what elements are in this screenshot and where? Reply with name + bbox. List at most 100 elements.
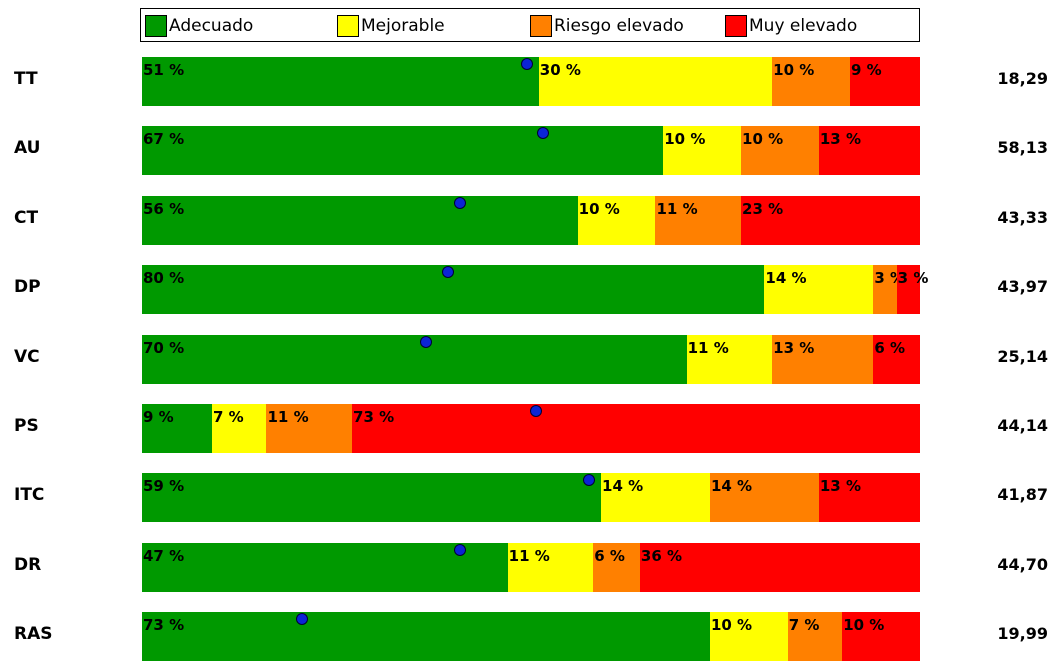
bar-tt-adecuado bbox=[142, 57, 539, 106]
data-label-tt-adecuado: 51 % bbox=[143, 61, 185, 79]
bar-dr-muy-elevado bbox=[639, 542, 920, 592]
legend-swatch-mejorable bbox=[337, 15, 359, 37]
legend-label-muy-elevado: Muy elevado bbox=[749, 16, 858, 36]
bar-ras-mejorable bbox=[709, 612, 788, 661]
bar-dr-mejorable bbox=[507, 542, 594, 592]
data-label-ct-mejorable: 10 % bbox=[578, 199, 620, 218]
data-label-dp-muy-elevado: 3 % bbox=[897, 269, 929, 288]
data-label-ras-muy-elevado: 10 % bbox=[843, 616, 885, 635]
bar-au-mejorable bbox=[663, 126, 742, 176]
data-label-vc-riesgo-elevado: 13 % bbox=[773, 338, 815, 357]
data-label-dp-mejorable: 14 % bbox=[765, 269, 807, 288]
row-label-dp: DP bbox=[14, 277, 41, 298]
bar-dr-riesgo-elevado bbox=[593, 542, 640, 592]
marker-dot-vc bbox=[419, 335, 432, 348]
data-label-vc-muy-elevado: 6 % bbox=[874, 338, 906, 357]
bar-vc-mejorable bbox=[686, 334, 773, 384]
data-label-dr-riesgo-elevado: 6 % bbox=[594, 546, 625, 565]
row-total-ct: 43,33 bbox=[997, 207, 1048, 227]
marker-dot-ps bbox=[530, 405, 543, 417]
bar-au-adecuado bbox=[142, 126, 664, 176]
legend-item-muy-elevado: Muy elevado bbox=[725, 15, 858, 37]
legend-label-riesgo-elevado: Riesgo elevado bbox=[554, 16, 684, 36]
bar-itc-riesgo-elevado bbox=[709, 473, 819, 523]
row-total-ras: 19,99 bbox=[997, 624, 1048, 644]
bar-tt-mejorable bbox=[538, 57, 773, 106]
row-total-vc: 25,14 bbox=[997, 346, 1048, 366]
row-label-ct: CT bbox=[14, 207, 39, 228]
row-label-dr: DR bbox=[14, 554, 42, 575]
data-label-itc-muy-elevado: 13 % bbox=[819, 477, 861, 496]
bar-tt-muy-elevado bbox=[849, 57, 920, 106]
bar-au-muy-elevado bbox=[818, 126, 920, 176]
marker-dot-ras bbox=[296, 613, 309, 626]
legend-item-mejorable: Mejorable bbox=[337, 15, 445, 37]
data-label-ps-mejorable: 7 % bbox=[213, 408, 244, 426]
data-label-tt-mejorable: 30 % bbox=[539, 61, 581, 79]
bar-ct-adecuado bbox=[142, 195, 578, 245]
row-label-vc: VC bbox=[14, 346, 40, 367]
bar-ct-muy-elevado bbox=[741, 195, 920, 245]
data-label-itc-riesgo-elevado: 14 % bbox=[710, 477, 753, 496]
data-label-itc-adecuado: 59 % bbox=[143, 477, 185, 496]
data-label-dr-adecuado: 47 % bbox=[143, 546, 185, 565]
bar-dr-adecuado bbox=[142, 542, 508, 592]
data-label-ct-muy-elevado: 23 % bbox=[742, 199, 784, 218]
bar-dp-mejorable bbox=[764, 265, 874, 315]
row-total-tt: 18,29 bbox=[997, 69, 1048, 88]
row-label-itc: ITC bbox=[14, 485, 45, 506]
legend-label-adecuado: Adecuado bbox=[169, 16, 254, 36]
row-total-itc: 41,87 bbox=[997, 485, 1048, 505]
data-label-vc-adecuado: 70 % bbox=[143, 338, 185, 357]
data-label-tt-riesgo-elevado: 10 % bbox=[773, 61, 815, 79]
bar-vc-riesgo-elevado bbox=[772, 334, 874, 384]
row-label-tt: TT bbox=[14, 69, 38, 89]
row-label-ps: PS bbox=[14, 416, 39, 436]
legend-swatch-muy-elevado bbox=[725, 15, 747, 37]
row-total-dr: 44,70 bbox=[997, 554, 1048, 574]
bar-ps-mejorable bbox=[212, 404, 267, 453]
marker-dot-itc bbox=[583, 474, 596, 487]
bar-au-riesgo-elevado bbox=[741, 126, 819, 176]
bar-itc-mejorable bbox=[601, 473, 710, 523]
bar-itc-muy-elevado bbox=[818, 473, 920, 523]
legend-item-adecuado: Adecuado bbox=[145, 15, 254, 37]
row-label-ras: RAS bbox=[14, 624, 53, 645]
data-label-ras-mejorable: 10 % bbox=[710, 616, 753, 635]
marker-dot-dp bbox=[441, 266, 454, 279]
bar-ps-muy-elevado bbox=[352, 404, 920, 453]
data-label-dr-muy-elevado: 36 % bbox=[640, 546, 683, 565]
bar-ras-riesgo-elevado bbox=[787, 612, 843, 661]
row-label-au: AU bbox=[14, 138, 41, 159]
marker-dot-ct bbox=[454, 196, 467, 209]
bar-ps-adecuado bbox=[142, 404, 213, 453]
data-label-dp-adecuado: 80 % bbox=[143, 269, 185, 288]
legend: Adecuado Mejorable Riesgo elevado Muy el… bbox=[140, 8, 920, 42]
marker-dot-au bbox=[536, 127, 549, 140]
bar-ps-riesgo-elevado bbox=[266, 404, 353, 453]
data-label-ps-riesgo-elevado: 11 % bbox=[267, 408, 309, 426]
data-label-ras-adecuado: 73 % bbox=[143, 616, 185, 635]
bar-vc-adecuado bbox=[142, 334, 687, 384]
data-label-au-adecuado: 67 % bbox=[143, 130, 185, 149]
bar-vc-muy-elevado bbox=[873, 334, 920, 384]
data-label-ct-adecuado: 56 % bbox=[143, 199, 185, 218]
bar-ct-riesgo-elevado bbox=[655, 195, 742, 245]
data-label-au-mejorable: 10 % bbox=[664, 130, 706, 149]
data-label-itc-mejorable: 14 % bbox=[602, 477, 644, 496]
data-label-ras-riesgo-elevado: 7 % bbox=[788, 616, 820, 635]
marker-dot-dr bbox=[454, 543, 467, 556]
row-total-dp: 43,97 bbox=[997, 277, 1048, 297]
bar-itc-adecuado bbox=[142, 473, 602, 523]
legend-item-riesgo-elevado: Riesgo elevado bbox=[530, 15, 684, 37]
bar-tt-riesgo-elevado bbox=[772, 57, 850, 106]
row-total-ps: 44,14 bbox=[997, 416, 1048, 435]
row-total-au: 58,13 bbox=[997, 138, 1048, 158]
legend-swatch-adecuado bbox=[145, 15, 167, 37]
legend-label-mejorable: Mejorable bbox=[361, 16, 445, 36]
data-label-ct-riesgo-elevado: 11 % bbox=[656, 199, 698, 218]
bar-ct-mejorable bbox=[577, 195, 656, 245]
bar-ras-muy-elevado bbox=[842, 612, 920, 661]
marker-dot-tt bbox=[521, 58, 534, 70]
